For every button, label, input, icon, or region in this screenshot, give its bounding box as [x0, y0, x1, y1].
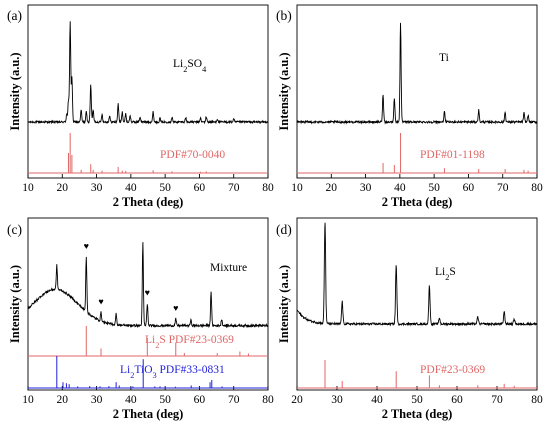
panel-label: (c)	[7, 222, 22, 237]
panel-c: (c) 10 20 30 40 50 60 70 80 2 Theta (deg) Intensit…	[7, 217, 274, 421]
x-axis-label: 2 Theta (deg)	[113, 195, 184, 209]
measured-pattern	[27, 21, 269, 125]
heart-marker-icon: ♥	[173, 303, 178, 313]
panel-label: (d)	[276, 222, 292, 237]
annotation-label: Li2TiO3 PDF#33-0831	[120, 364, 225, 380]
x-tick-label: 50	[159, 394, 171, 406]
annotation-label: Mixture	[210, 262, 247, 274]
x-tick-label: 50	[159, 182, 171, 194]
x-tick-label: 60	[463, 182, 475, 194]
plot-frame	[27, 217, 269, 391]
panel-label: (a)	[7, 8, 22, 23]
plot-frame	[27, 4, 269, 179]
x-tick-label: 30	[91, 394, 103, 406]
annotation-label: Li2SO4	[173, 58, 206, 74]
x-tick-label: 20	[57, 182, 69, 194]
x-tick-label: 60	[194, 394, 206, 406]
measured-pattern	[296, 22, 538, 125]
x-axis-label: 2 Theta (deg)	[382, 195, 453, 209]
x-tick-label: 30	[331, 394, 343, 406]
x-tick-label: 20	[57, 394, 69, 406]
x-tick-label: 60	[451, 394, 463, 406]
x-tick-label: 80	[531, 394, 543, 406]
x-tick-label: 80	[262, 394, 274, 406]
x-tick-label: 30	[91, 182, 103, 194]
y-axis-label: Intensity (a.u.)	[8, 265, 22, 343]
x-tick-label: 50	[411, 394, 423, 406]
x-tick-label: 80	[531, 182, 543, 194]
heart-marker-icon: ♥	[98, 296, 103, 306]
x-tick-label: 10	[22, 182, 34, 194]
panel-d: (d) 20 30 40 50 60 70 80 2 Theta (deg) Intensity …	[276, 217, 543, 421]
annotation-label: Li2S	[435, 266, 456, 282]
y-axis-label: Intensity (a.u.)	[277, 52, 291, 130]
x-tick-label: 70	[491, 394, 503, 406]
x-tick-label: 80	[262, 182, 274, 194]
x-tick-label: 70	[497, 182, 509, 194]
panel-b: (b) 10 20 30 40 50 60 70 80 2 Theta (deg) Intensit…	[276, 4, 543, 209]
heart-marker-icon: ♥	[84, 241, 89, 251]
x-tick-label: 40	[371, 394, 383, 406]
x-axis-label: 2 Theta (deg)	[382, 407, 453, 421]
y-axis-label: Intensity (a.u.)	[277, 265, 291, 343]
x-tick-label: 40	[394, 182, 406, 194]
measured-pattern	[27, 242, 269, 329]
x-tick-label: 60	[194, 182, 206, 194]
measured-pattern	[296, 222, 537, 327]
x-tick-label: 10	[22, 394, 34, 406]
x-axis-label: 2 Theta (deg)	[113, 407, 184, 421]
x-tick-label: 20	[326, 182, 338, 194]
x-tick-label: 70	[228, 182, 240, 194]
x-tick-label: 40	[125, 182, 137, 194]
x-tick-label: 10	[291, 182, 303, 194]
panel-a: (a) 10 20 30 40 50 60 70 80 2 Theta (deg) Intensit…	[7, 4, 274, 209]
y-axis-label: Intensity (a.u.)	[8, 52, 22, 130]
x-tick-label: 50	[428, 182, 440, 194]
annotation-label: PDF#01-1198	[420, 149, 485, 161]
plot-frame	[296, 4, 538, 179]
panel-label: (b)	[276, 8, 292, 23]
x-tick-label: 20	[291, 394, 303, 406]
x-tick-label: 30	[360, 182, 372, 194]
x-tick-label: 70	[228, 394, 240, 406]
plot-frame	[296, 217, 538, 391]
annotation-label: PDF#23-0369	[420, 364, 485, 376]
heart-marker-icon: ♥	[145, 288, 150, 298]
annotation-label: PDF#70-0040	[160, 149, 225, 161]
x-tick-label: 40	[125, 394, 137, 406]
annotation-label: Li2S PDF#23-0369	[145, 334, 234, 350]
annotation-label: Ti	[439, 52, 449, 64]
